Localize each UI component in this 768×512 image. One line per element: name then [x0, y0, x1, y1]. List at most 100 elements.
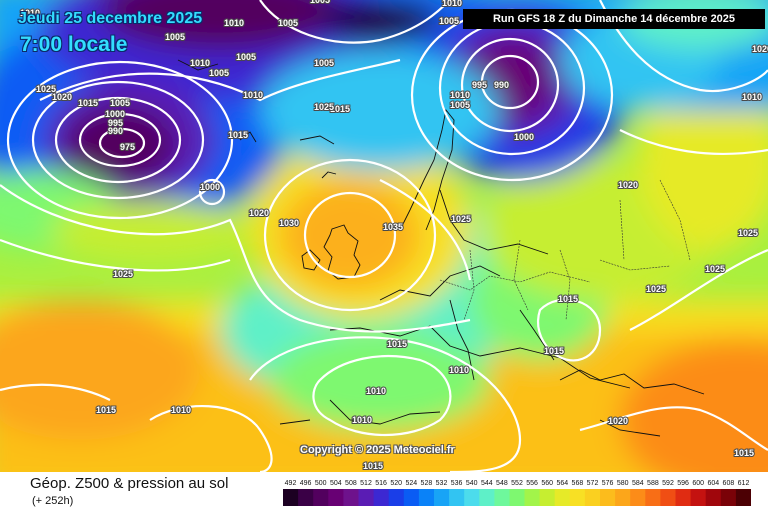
borders — [439, 179, 691, 321]
pressure-label: 1030 — [279, 218, 299, 228]
scale-swatch — [313, 489, 329, 506]
pressure-labels: 1010 1005 1005 1010 1005 1005 1005 1020 … — [19, 0, 768, 472]
pressure-label: 1005 — [110, 98, 130, 108]
pressure-label: 990 — [494, 80, 509, 90]
pressure-label: 990 — [108, 126, 123, 136]
scale-label: 552 — [511, 480, 523, 487]
pressure-label: 1010 — [352, 415, 372, 425]
scale-label: 604 — [707, 480, 719, 487]
pressure-label: 1005 — [310, 0, 330, 5]
color-scale: 492 496 500 504 508 512 516 520 524 528 532 536 540 5… — [283, 480, 751, 506]
pressure-label: 1015 — [544, 346, 564, 356]
footer: Géop. Z500 & pression au sol (+ 252h) 49… — [0, 472, 768, 512]
pressure-label: 1010 — [20, 8, 40, 18]
scale-label: 560 — [541, 480, 553, 487]
pressure-label: 1025 — [314, 102, 334, 112]
scale-label: 592 — [662, 480, 674, 487]
scale-swatch — [328, 489, 344, 506]
run-info: Run GFS 18 Z du Dimanche 14 décembre 202… — [463, 9, 765, 29]
isobars — [0, 0, 768, 472]
pressure-label: 1020 — [52, 92, 72, 102]
scale-label: 536 — [451, 480, 463, 487]
pressure-label: 1010 — [224, 18, 244, 28]
scale-swatch — [539, 489, 556, 506]
scale-swatch — [464, 489, 480, 506]
scale-label: 568 — [572, 480, 584, 487]
pressure-label: 1005 — [450, 100, 470, 110]
scale-label: 528 — [421, 480, 433, 487]
scale-swatch — [358, 489, 375, 506]
scale-label: 600 — [692, 480, 704, 487]
scale-label: 548 — [496, 480, 508, 487]
scale-label: 500 — [315, 480, 327, 487]
valid-date: Jeudi 25 decembre 2025 — [18, 10, 203, 27]
pressure-label: 1020 — [752, 44, 768, 54]
pressure-label: 1010 — [442, 0, 462, 8]
scale-swatch — [434, 489, 450, 506]
scale-label: 596 — [677, 480, 689, 487]
pressure-label: 1015 — [330, 104, 350, 114]
pressure-label: 1000 — [200, 182, 220, 192]
pressure-label: 1005 — [236, 52, 256, 62]
scale-label: 508 — [345, 480, 357, 487]
pressure-label: 1005 — [439, 16, 459, 26]
pressure-label: 1010 — [366, 386, 386, 396]
pressure-label: 1000 — [514, 132, 534, 142]
scale-label: 608 — [723, 480, 735, 487]
pressure-label: 1015 — [558, 294, 578, 304]
scale-label: 520 — [390, 480, 402, 487]
scale-label: 492 — [285, 480, 297, 487]
scale-label: 496 — [300, 480, 312, 487]
scale-label: 544 — [481, 480, 493, 487]
scale-swatch — [630, 489, 646, 506]
scale-swatch — [403, 489, 420, 506]
weather-map: 1010 1005 1005 1010 1005 1005 1005 1020 … — [0, 0, 768, 472]
pressure-label: 975 — [120, 142, 135, 152]
pressure-label: 1025 — [36, 84, 56, 94]
pressure-label: 1010 — [190, 58, 210, 68]
scale-swatch — [675, 489, 692, 506]
scale-swatch — [735, 489, 751, 506]
parameter-title: Géop. Z500 & pression au sol — [30, 475, 229, 492]
copyright: Copyright © 2025 Meteociel.fr — [300, 444, 455, 456]
pressure-label: 1025 — [646, 284, 666, 294]
pressure-label: 1020 — [249, 208, 269, 218]
scale-label: 532 — [436, 480, 448, 487]
scale-swatch — [388, 489, 405, 506]
pressure-label: 1010 — [742, 92, 762, 102]
scale-swatch — [509, 489, 526, 506]
scale-label: 516 — [375, 480, 387, 487]
pressure-label: 1015 — [228, 130, 248, 140]
pressure-label: 1025 — [705, 264, 725, 274]
scale-swatch — [283, 489, 299, 506]
scale-swatch — [479, 489, 495, 506]
pressure-label: 995 — [108, 118, 123, 128]
pressure-label: 1020 — [618, 180, 638, 190]
pressure-label: 1005 — [165, 32, 185, 42]
scale-swatch — [615, 489, 631, 506]
scale-label: 576 — [602, 480, 614, 487]
pressure-label: 1010 — [449, 365, 469, 375]
pressure-label: 1010 — [171, 405, 191, 415]
scale-label: 524 — [405, 480, 417, 487]
scale-label: 540 — [466, 480, 478, 487]
scale-swatch — [524, 489, 541, 506]
pressure-label: 1015 — [363, 461, 383, 471]
scale-label: 584 — [632, 480, 644, 487]
pressure-label: 1025 — [738, 228, 758, 238]
pressure-label: 1000 — [105, 109, 125, 119]
scale-label: 512 — [360, 480, 372, 487]
pressure-label: 1025 — [113, 269, 133, 279]
scale-swatch — [584, 489, 601, 506]
geopotential-field — [0, 0, 768, 472]
pressure-label: 1015 — [78, 98, 98, 108]
scale-swatch — [418, 489, 435, 506]
pressure-label: 1025 — [451, 214, 471, 224]
scale-label: 612 — [738, 480, 750, 487]
scale-swatch — [449, 489, 465, 506]
scale-swatch — [569, 489, 586, 506]
scale-swatch — [343, 489, 359, 506]
scale-swatch — [373, 489, 390, 506]
pressure-label: 1015 — [734, 448, 754, 458]
